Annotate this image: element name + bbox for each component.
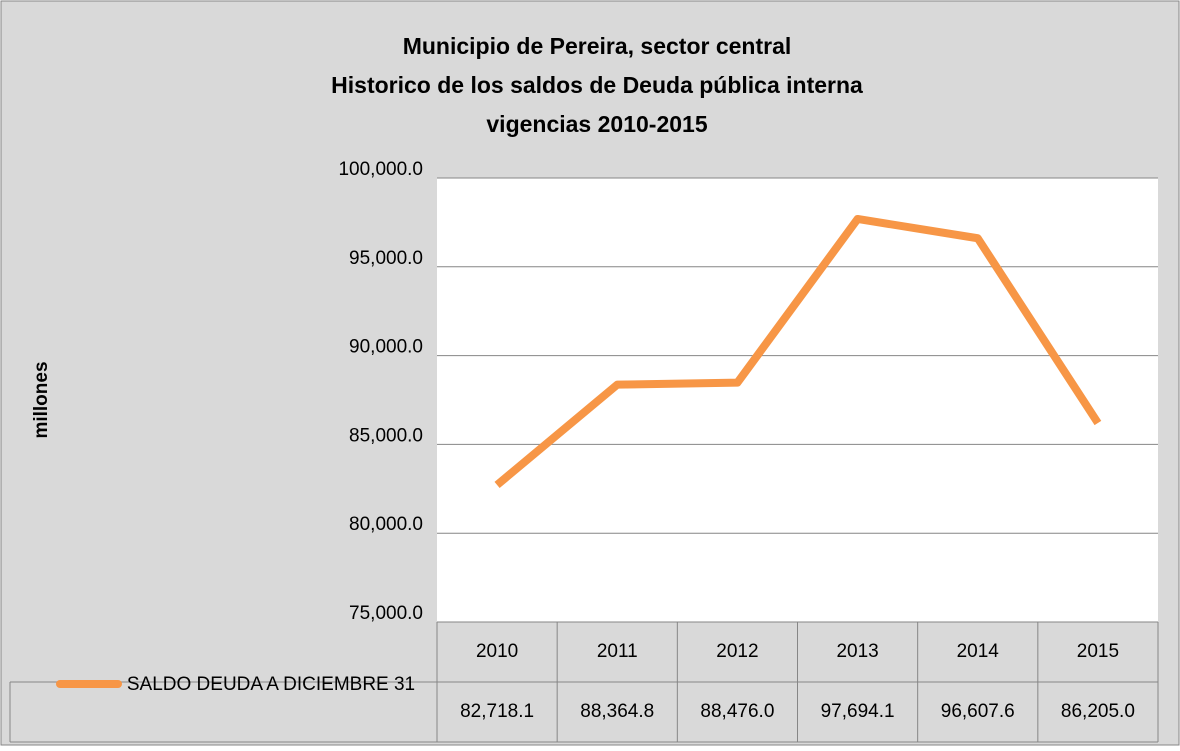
plot-area [437, 178, 1158, 622]
data-label: 88,364.8 [580, 701, 654, 722]
data-label: 86,205.0 [1061, 701, 1135, 722]
legend-label-box: SALDO DEUDA A DICIEMBRE 31 [126, 674, 416, 695]
y-tick-label: 75,000.0 [349, 603, 423, 624]
data-label: 96,607.6 [941, 701, 1015, 722]
chart-title: Historico de los saldos de Deuda pública… [331, 72, 863, 98]
data-line [494, 214, 1102, 488]
chart-title: vigencias 2010-2015 [486, 111, 707, 137]
x-tick-label: 2015 [1077, 641, 1119, 662]
y-tick-label: 80,000.0 [349, 514, 423, 535]
y-axis-label: millones [31, 361, 52, 438]
data-label: 97,694.1 [821, 701, 895, 722]
y-tick-label: 100,000.0 [338, 159, 423, 180]
x-tick-label: 2010 [476, 641, 518, 662]
data-label: 88,476.0 [700, 701, 774, 722]
chart-title: Municipio de Pereira, sector central [403, 33, 792, 59]
data-label: 82,718.1 [460, 701, 534, 722]
x-tick-label: 2014 [957, 641, 1000, 662]
y-tick-label: 90,000.0 [349, 337, 423, 358]
y-tick-label: 95,000.0 [349, 248, 423, 269]
y-tick-label: 85,000.0 [349, 425, 423, 446]
x-tick-label: 2013 [836, 641, 878, 662]
x-tick-label: 2011 [597, 641, 638, 662]
legend-label: SALDO DEUDA A DICIEMBRE 31 [126, 674, 416, 695]
x-tick-label: 2012 [716, 641, 758, 662]
